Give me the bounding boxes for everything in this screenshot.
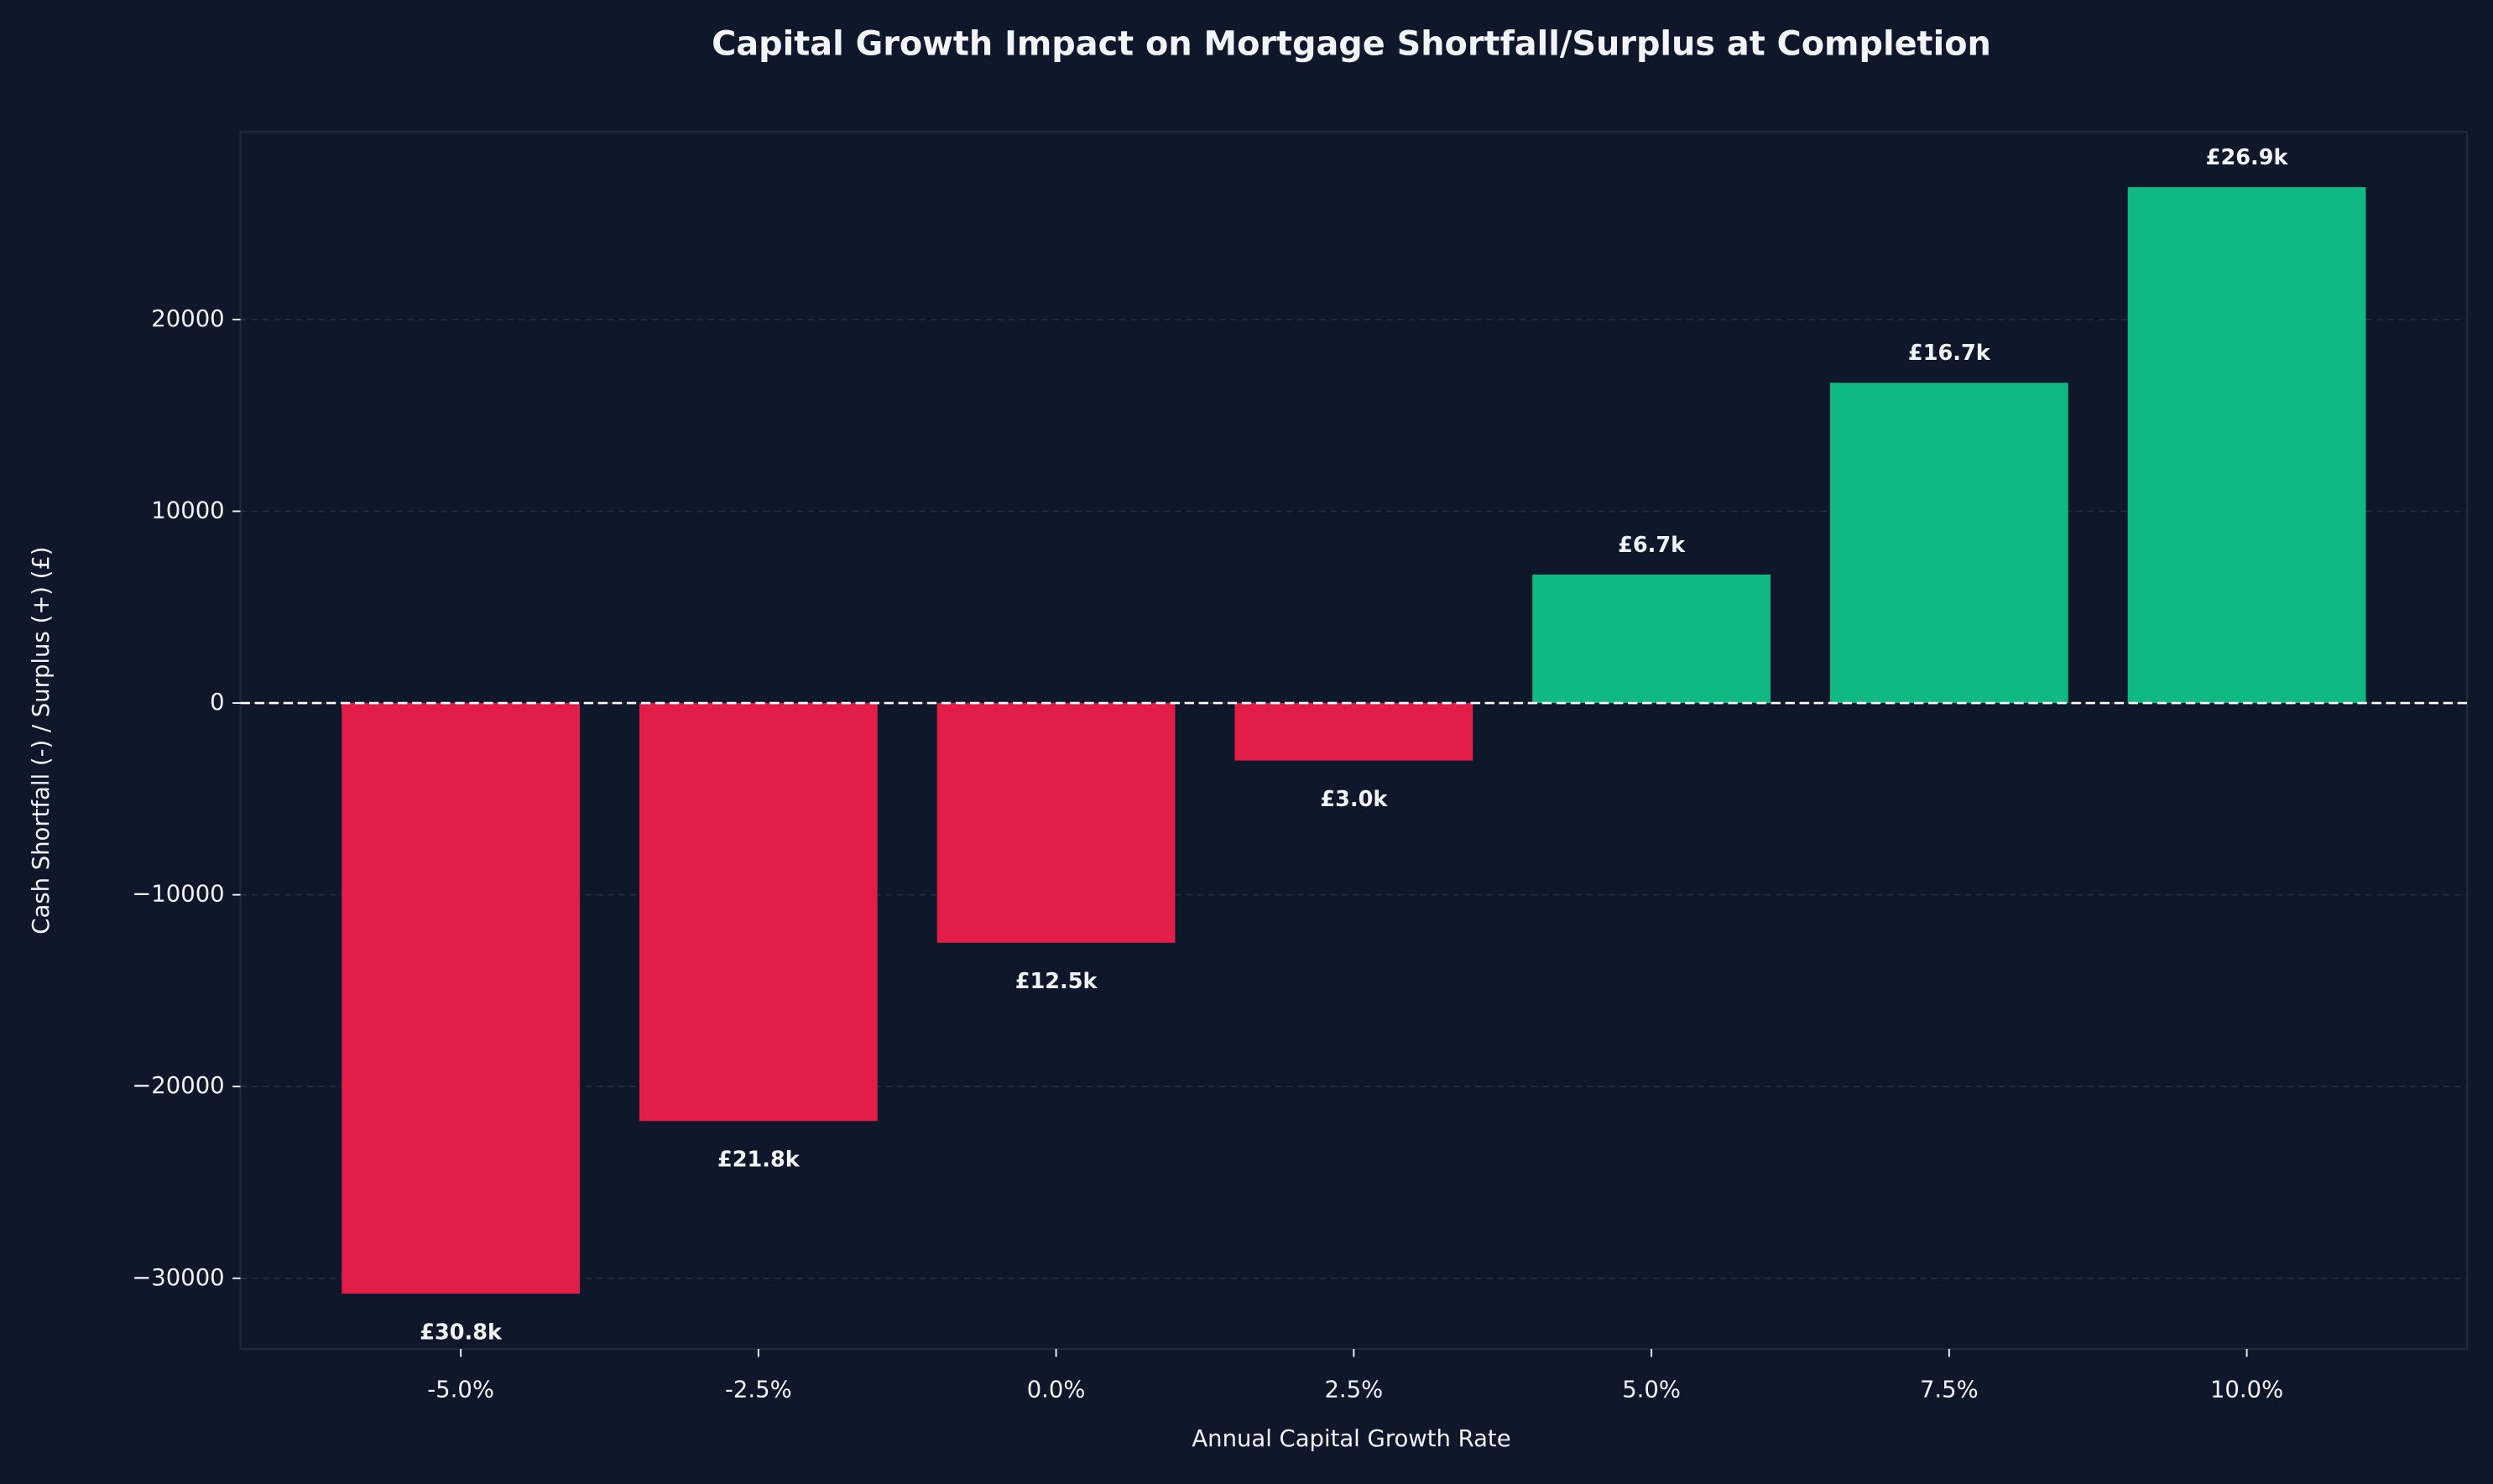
- x-tick-label: 5.0%: [1622, 1377, 1681, 1403]
- value-label: £26.9k: [2206, 145, 2289, 170]
- x-tick-label: -2.5%: [725, 1377, 792, 1403]
- x-tick-label: 0.0%: [1027, 1377, 1086, 1403]
- value-label: £21.8k: [717, 1148, 801, 1173]
- x-tick-label: 10.0%: [2210, 1377, 2283, 1403]
- y-tick-label: −20000: [132, 1073, 224, 1099]
- value-label: £6.7k: [1618, 533, 1686, 558]
- bar: [1234, 703, 1473, 761]
- value-label: £12.5k: [1015, 969, 1098, 994]
- value-label: £30.8k: [420, 1320, 503, 1345]
- x-axis-label: Annual Capital Growth Rate: [1192, 1426, 1510, 1452]
- y-tick-label: −30000: [132, 1265, 224, 1291]
- bar: [2127, 187, 2366, 704]
- bar: [1829, 383, 2068, 704]
- y-tick-label: 10000: [151, 497, 224, 523]
- y-tick-label: 20000: [151, 306, 224, 332]
- y-axis-label: Cash Shortfall (-) / Surplus (+) (£): [29, 546, 55, 934]
- y-tick-label: −10000: [132, 882, 224, 908]
- chart-title: Capital Growth Impact on Mortgage Shortf…: [712, 24, 1991, 63]
- x-tick-label: 7.5%: [1920, 1377, 1979, 1403]
- x-tick-label: -5.0%: [427, 1377, 494, 1403]
- y-tick-label: 0: [210, 690, 224, 716]
- bar: [1532, 574, 1771, 704]
- bar: [639, 703, 878, 1122]
- bar: [342, 703, 581, 1294]
- x-tick-label: 2.5%: [1324, 1377, 1383, 1403]
- value-label: £3.0k: [1320, 787, 1388, 812]
- bar: [936, 703, 1176, 943]
- value-label: £16.7k: [1908, 341, 1991, 366]
